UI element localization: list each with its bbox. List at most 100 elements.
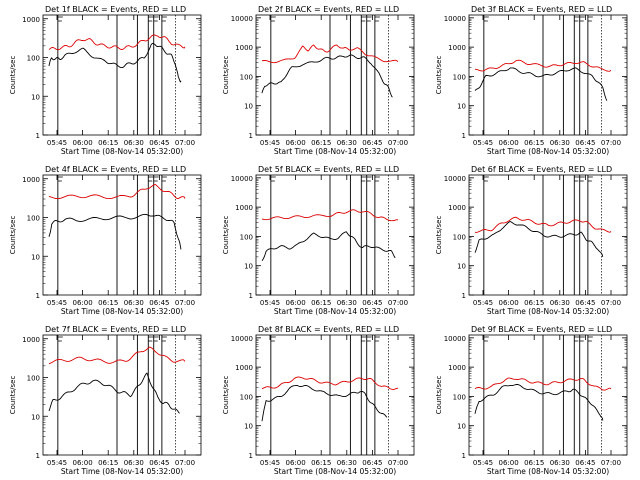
y-axis-label: Counts/sec [9, 56, 17, 95]
marker-flag [579, 16, 585, 22]
x-tick-label: 06:30 [337, 459, 357, 467]
y-axis-label: Counts/sec [435, 216, 443, 255]
panel-6: Det 6f BLACK = Events, RED = LLD 1 10 100 10… [435, 165, 628, 316]
y-tick-label: 1000 [448, 44, 466, 52]
marker-flag [587, 176, 593, 182]
y-tick-label: 100 [240, 233, 253, 241]
marker-flag [361, 336, 367, 342]
panel-3: Det 3f BLACK = Events, RED = LLD 1 10 100 10… [435, 5, 628, 156]
panel-title: Det 4f BLACK = Events, RED = LLD [45, 165, 186, 174]
x-tick-label: 06:45 [575, 299, 595, 307]
plot-frame [468, 174, 628, 296]
x-tick-label: 06:15 [524, 299, 544, 307]
y-tick-label: 10 [457, 103, 466, 111]
x-tick-label: 07:00 [388, 299, 408, 307]
x-axis-label: Start Time (08-Nov-14 05:32:00) [61, 147, 183, 156]
x-tick-label: 05:45 [47, 459, 67, 467]
marker-flag [148, 16, 154, 22]
series-line-events [261, 54, 393, 98]
panel-title: Det 7f BLACK = Events, RED = LLD [45, 325, 186, 334]
x-tick-label: 07:00 [601, 459, 621, 467]
x-axis-label: Start Time (08-Nov-14 05:32:00) [274, 307, 396, 316]
marker-flag [161, 16, 167, 22]
marker-flag [148, 336, 154, 342]
y-tick-label: 10 [244, 263, 253, 271]
x-axis-label: Start Time (08-Nov-14 05:32:00) [487, 307, 609, 316]
x-tick-label: 07:00 [601, 299, 621, 307]
marker-flag [361, 16, 367, 22]
x-axis-label: Start Time (08-Nov-14 05:32:00) [61, 307, 183, 316]
marker-flag [153, 176, 159, 182]
marker-flag [587, 336, 593, 342]
y-tick-label: 1000 [448, 204, 466, 212]
series-line-lld [48, 346, 186, 365]
y-tick-label: 1 [462, 292, 466, 300]
x-axis-label: Start Time (08-Nov-14 05:32:00) [274, 147, 396, 156]
panel-2: Det 2f BLACK = Events, RED = LLD 1 10 100 10… [222, 5, 415, 156]
x-tick-label: 06:00 [73, 459, 93, 467]
y-tick-label: 10000 [231, 15, 253, 23]
marker-flag [153, 336, 159, 342]
plot-frame [42, 174, 202, 296]
y-tick-label: 10 [31, 413, 40, 421]
marker-flag [57, 336, 63, 342]
y-tick-label: 10000 [231, 335, 253, 343]
x-tick-label: 06:00 [73, 299, 93, 307]
marker-flag [483, 176, 489, 182]
y-tick-label: 10 [457, 423, 466, 431]
panel-title: Det 9f BLACK = Events, RED = LLD [471, 325, 612, 334]
series-line-lld [48, 184, 186, 200]
x-tick-label: 06:30 [124, 299, 144, 307]
y-tick-label: 1 [249, 132, 253, 140]
series-line-events [48, 213, 182, 250]
marker-flag [161, 176, 167, 182]
marker-flag [483, 336, 489, 342]
x-tick-label: 05:45 [473, 299, 493, 307]
x-tick-label: 06:30 [124, 459, 144, 467]
y-tick-label: 1 [462, 132, 466, 140]
marker-flag [57, 176, 63, 182]
x-tick-label: 06:15 [524, 139, 544, 147]
x-tick-label: 06:00 [73, 139, 93, 147]
panel-1: Det 1f BLACK = Events, RED = LLD 1 10 100 10… [9, 5, 202, 156]
x-tick-label: 06:30 [550, 299, 570, 307]
marker-flag [161, 336, 167, 342]
y-axis-label: Counts/sec [9, 376, 17, 415]
panel-title: Det 2f BLACK = Events, RED = LLD [258, 5, 399, 14]
y-tick-label: 1 [36, 292, 40, 300]
x-tick-label: 06:15 [98, 139, 118, 147]
x-tick-label: 07:00 [175, 139, 195, 147]
x-tick-label: 06:00 [499, 299, 519, 307]
series-line-lld [475, 59, 612, 72]
series-line-lld [474, 216, 612, 233]
y-tick-label: 1 [462, 452, 466, 460]
panel-5: Det 5f BLACK = Events, RED = LLD 1 10 100 10… [222, 165, 415, 316]
marker-flag [574, 176, 580, 182]
x-tick-label: 06:45 [149, 459, 169, 467]
marker-flag [374, 16, 380, 22]
panel-4: Det 4f BLACK = Events, RED = LLD 1 10 100 10… [9, 165, 202, 316]
marker-flag [374, 176, 380, 182]
plot-frame [42, 14, 202, 136]
y-tick-label: 100 [27, 375, 40, 383]
marker-flag [361, 176, 367, 182]
x-axis-label: Start Time (08-Nov-14 05:32:00) [61, 467, 183, 476]
x-tick-label: 06:00 [499, 139, 519, 147]
x-tick-label: 06:30 [550, 459, 570, 467]
y-axis-label: Counts/sec [435, 376, 443, 415]
series-line-events [261, 231, 396, 261]
marker-flag [587, 16, 593, 22]
y-tick-label: 100 [27, 215, 40, 223]
panel-8: Det 8f BLACK = Events, RED = LLD 1 10 100 10… [222, 325, 415, 476]
x-tick-label: 06:45 [149, 139, 169, 147]
panel-title: Det 8f BLACK = Events, RED = LLD [258, 325, 399, 334]
y-axis-label: Counts/sec [9, 216, 17, 255]
marker-flag [579, 176, 585, 182]
x-tick-label: 06:30 [337, 299, 357, 307]
y-tick-label: 1000 [22, 176, 40, 184]
x-tick-label: 06:45 [575, 139, 595, 147]
y-tick-label: 100 [240, 393, 253, 401]
y-tick-label: 100 [27, 55, 40, 63]
y-tick-label: 100 [240, 73, 253, 81]
